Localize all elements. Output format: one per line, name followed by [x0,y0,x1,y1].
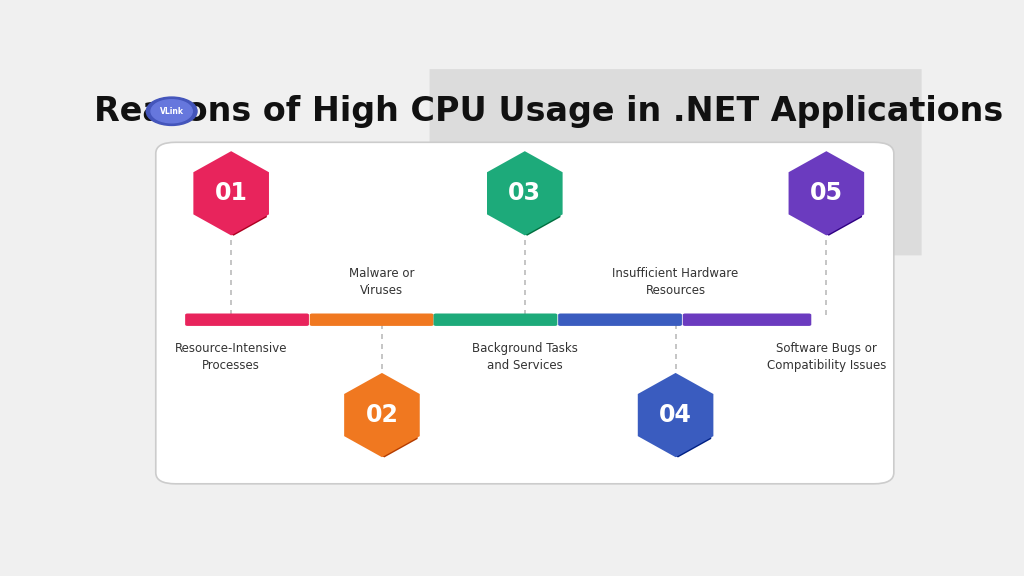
Text: 03: 03 [508,181,542,205]
Text: Resource-Intensive
Processes: Resource-Intensive Processes [175,342,288,372]
Polygon shape [796,161,862,236]
Text: 02: 02 [366,403,398,427]
FancyBboxPatch shape [185,313,309,326]
Polygon shape [201,161,267,236]
Polygon shape [494,161,560,236]
Polygon shape [430,69,922,255]
Text: Software Bugs or
Compatibility Issues: Software Bugs or Compatibility Issues [767,342,886,372]
Text: Reasons of High CPU Usage in .NET Applications: Reasons of High CPU Usage in .NET Applic… [94,95,1004,128]
Polygon shape [487,151,562,236]
Text: 04: 04 [659,403,692,427]
Text: Insufficient Hardware
Resources: Insufficient Hardware Resources [612,267,738,297]
Polygon shape [788,151,864,236]
Text: 01: 01 [215,181,248,205]
Circle shape [146,97,197,126]
Polygon shape [638,373,714,457]
FancyBboxPatch shape [433,313,557,326]
Text: VLink: VLink [160,107,183,116]
Text: Malware or
Viruses: Malware or Viruses [349,267,415,297]
Circle shape [151,100,193,123]
FancyBboxPatch shape [683,313,811,326]
Polygon shape [351,383,418,457]
Polygon shape [194,151,269,236]
FancyBboxPatch shape [558,313,682,326]
Polygon shape [344,373,420,457]
FancyBboxPatch shape [309,313,433,326]
Text: 05: 05 [810,181,843,205]
Text: Background Tasks
and Services: Background Tasks and Services [472,342,578,372]
FancyBboxPatch shape [156,142,894,484]
Polygon shape [645,383,712,457]
